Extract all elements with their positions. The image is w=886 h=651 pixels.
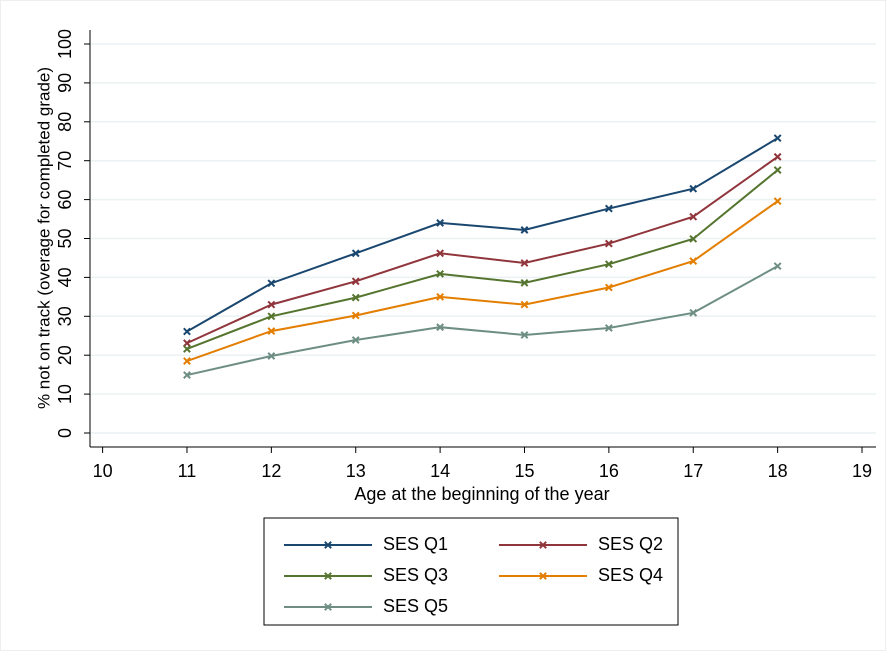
x-axis-title: Age at the beginning of the year — [354, 484, 609, 504]
point-marker — [520, 278, 529, 287]
point-marker — [351, 311, 360, 320]
point-marker — [436, 292, 445, 301]
legend-label: SES Q1 — [383, 534, 448, 554]
point-marker — [689, 257, 698, 265]
point-marker — [604, 283, 613, 292]
point-marker — [689, 184, 698, 193]
point-marker — [689, 308, 698, 317]
legend-marker — [324, 603, 332, 611]
x-tick-label: 12 — [261, 461, 281, 481]
x-tick-label: 15 — [514, 461, 534, 481]
point-marker — [689, 234, 698, 243]
x-tick-label: 18 — [768, 461, 788, 481]
point-marker — [773, 134, 782, 143]
y-tick-label: 20 — [55, 345, 75, 365]
point-marker — [689, 212, 698, 221]
point-marker — [267, 300, 276, 309]
point-marker — [604, 239, 613, 248]
point-marker — [604, 260, 613, 269]
y-tick-label: 30 — [55, 306, 75, 326]
point-marker — [773, 262, 782, 271]
y-tick-label: 0 — [55, 428, 75, 438]
x-tick-label: 13 — [346, 461, 366, 481]
y-tick-label: 40 — [55, 267, 75, 287]
y-tick-label: 70 — [55, 151, 75, 171]
legend-marker — [539, 572, 547, 580]
legend-label: SES Q5 — [383, 596, 448, 616]
legend-label: SES Q4 — [598, 565, 663, 585]
y-tick-label: 10 — [55, 384, 75, 404]
point-marker — [520, 331, 529, 339]
x-tick-label: 14 — [430, 461, 450, 481]
point-marker — [351, 293, 360, 302]
series-line — [186, 265, 779, 377]
y-tick-label: 60 — [55, 190, 75, 210]
point-marker — [351, 277, 360, 286]
legend-marker — [324, 541, 332, 549]
point-marker — [773, 166, 782, 174]
legend-marker — [539, 541, 547, 549]
y-tick-label: 50 — [55, 228, 75, 248]
point-marker — [183, 327, 191, 336]
y-tick-label: 90 — [55, 73, 75, 93]
series-line — [186, 169, 779, 350]
series-line — [186, 137, 779, 333]
x-tick-label: 16 — [599, 461, 619, 481]
point-marker — [267, 327, 276, 335]
point-marker — [520, 300, 529, 309]
point-marker — [183, 357, 191, 365]
legend-marker — [324, 572, 332, 580]
point-marker — [183, 345, 191, 353]
y-tick-label: 80 — [55, 112, 75, 132]
x-tick-label: 10 — [93, 461, 113, 481]
point-marker — [773, 152, 782, 161]
series-line — [186, 155, 779, 345]
point-marker — [520, 226, 529, 234]
x-tick-label: 11 — [178, 461, 197, 481]
point-marker — [351, 336, 360, 344]
x-tick-label: 19 — [852, 461, 872, 481]
point-marker — [351, 249, 360, 258]
point-marker — [520, 259, 529, 267]
series-line — [186, 200, 779, 362]
point-marker — [436, 323, 445, 332]
legend-label: SES Q3 — [383, 565, 448, 585]
x-tick-label: 17 — [683, 461, 703, 481]
point-marker — [604, 324, 613, 332]
point-marker — [436, 219, 445, 227]
point-marker — [183, 371, 191, 379]
point-marker — [773, 197, 782, 206]
point-marker — [267, 312, 276, 321]
point-marker — [436, 249, 445, 258]
point-marker — [436, 269, 445, 278]
point-marker — [267, 279, 276, 288]
point-marker — [604, 204, 613, 213]
legend-label: SES Q2 — [598, 534, 663, 554]
y-tick-label: 100 — [55, 29, 75, 59]
point-marker — [267, 352, 276, 360]
point-marker — [183, 339, 191, 348]
y-axis-title: % not on track (overage for completed gr… — [34, 67, 53, 409]
